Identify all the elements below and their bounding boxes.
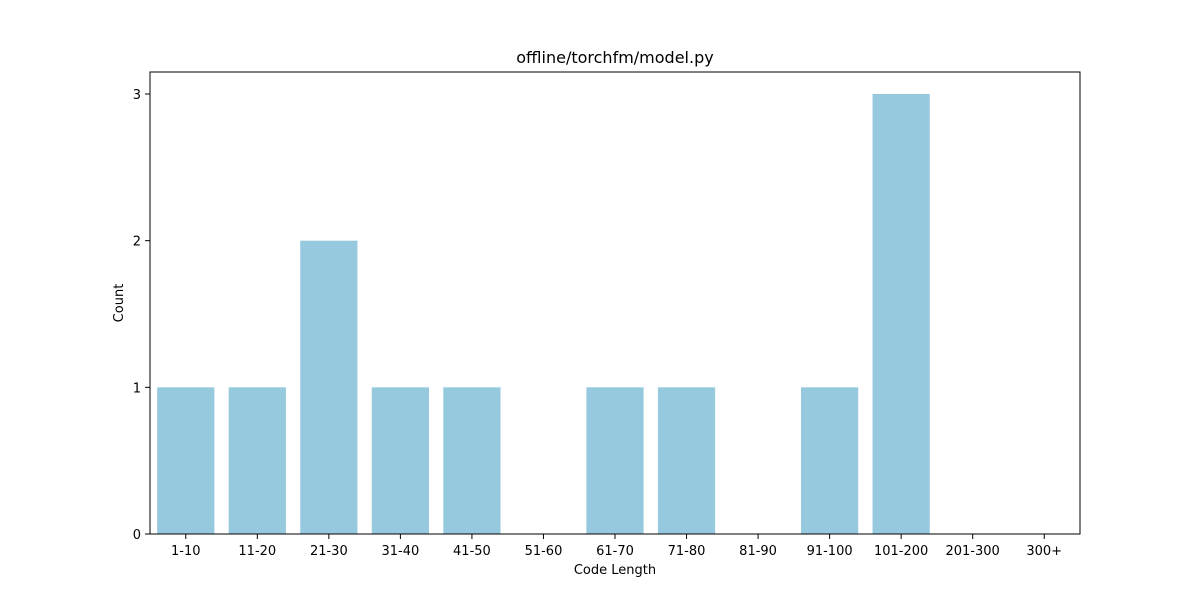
x-tick-label: 21-30 bbox=[310, 544, 348, 559]
bar-71-80 bbox=[657, 387, 716, 534]
x-tick-label: 201-300 bbox=[946, 544, 1000, 559]
chart-title: offline/torchfm/model.py bbox=[516, 48, 713, 67]
x-tick-label: 300+ bbox=[1026, 544, 1062, 559]
y-tick-label: 3 bbox=[133, 88, 141, 103]
bar-101-200 bbox=[872, 94, 930, 534]
bar-61-70 bbox=[586, 387, 644, 534]
x-tick-label: 101-200 bbox=[874, 544, 928, 559]
bar-91-100 bbox=[801, 387, 859, 534]
y-axis: 0 1 2 3 bbox=[133, 88, 150, 543]
x-tick-label: 31-40 bbox=[381, 544, 419, 559]
x-tick-label: 91-100 bbox=[807, 544, 853, 559]
x-tick-label: 61-70 bbox=[596, 544, 634, 559]
x-tick-label: 11-20 bbox=[238, 544, 276, 559]
y-tick-label: 1 bbox=[133, 381, 141, 396]
bar-1-10 bbox=[157, 387, 215, 534]
x-tick-label: 41-50 bbox=[453, 544, 491, 559]
y-tick-label: 0 bbox=[133, 528, 141, 543]
bars-layer bbox=[157, 94, 930, 535]
x-axis: 1-10 11-20 21-30 31-40 41-50 51-60 61-70 71-80 8… bbox=[171, 534, 1062, 559]
bar-41-50 bbox=[443, 387, 501, 534]
x-tick-label: 1-10 bbox=[171, 544, 201, 559]
x-tick-label: 51-60 bbox=[525, 544, 563, 559]
y-axis-label: Count bbox=[112, 284, 127, 323]
bar-31-40 bbox=[371, 387, 429, 534]
x-tick-label: 81-90 bbox=[739, 544, 777, 559]
bar-21-30 bbox=[300, 240, 358, 535]
plot-frame bbox=[149, 71, 1081, 535]
y-tick-label: 2 bbox=[133, 235, 141, 250]
x-axis-label: Code Length bbox=[574, 563, 656, 578]
x-tick-label: 71-80 bbox=[668, 544, 706, 559]
bar-11-20 bbox=[228, 387, 286, 534]
